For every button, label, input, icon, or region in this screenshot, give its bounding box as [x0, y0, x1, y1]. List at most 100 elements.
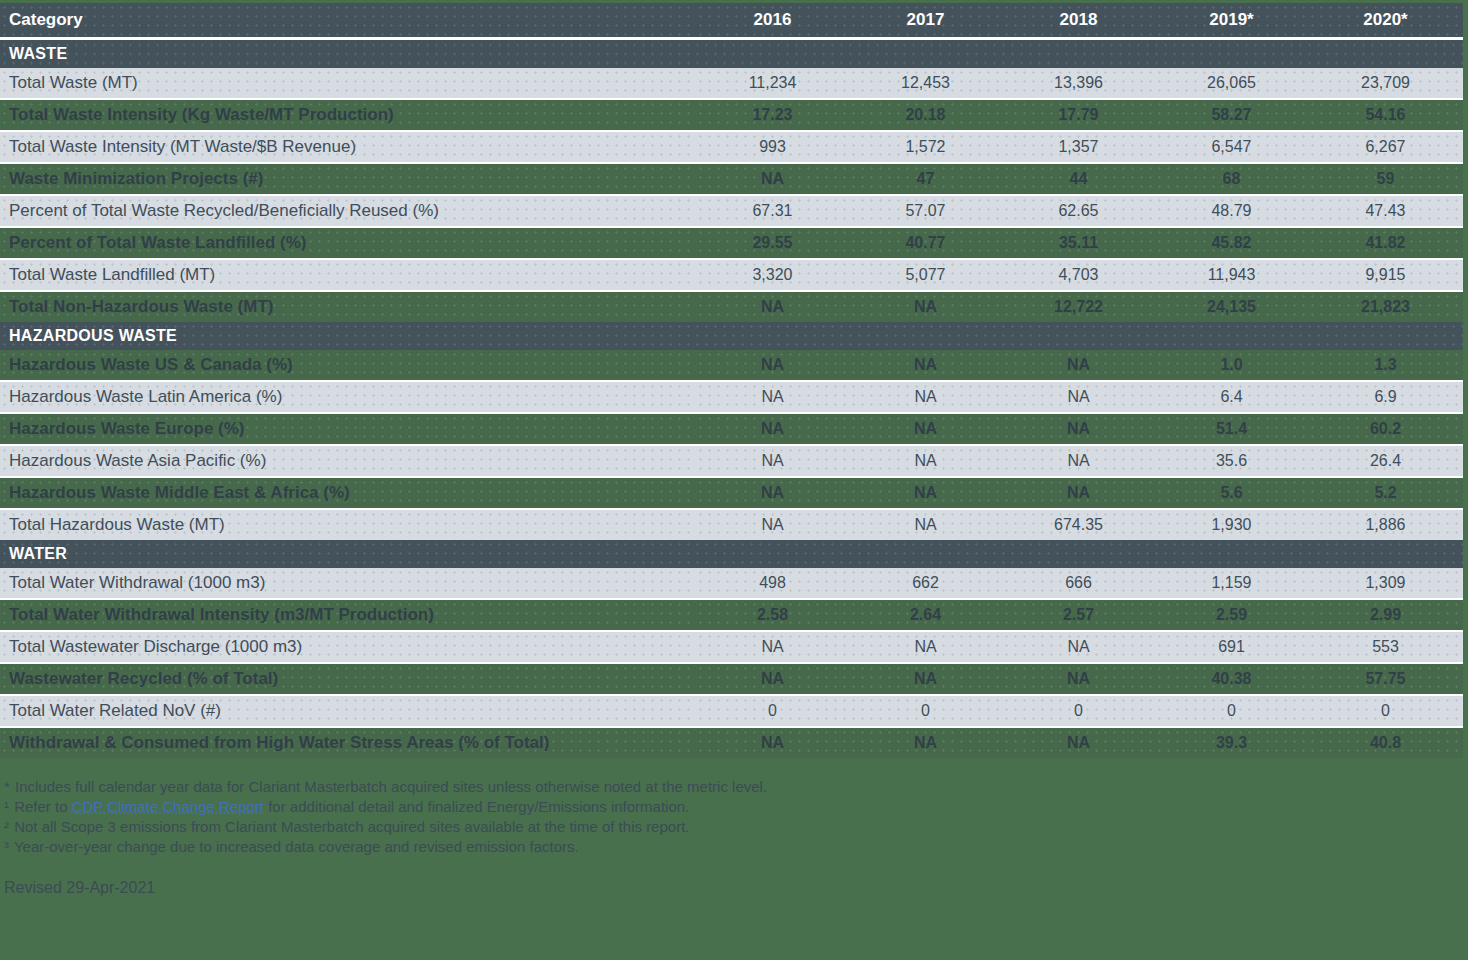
cell-value: NA — [696, 350, 849, 381]
cell-value: 44 — [1002, 163, 1155, 195]
cell-value: NA — [849, 350, 1002, 381]
row-label: Withdrawal & Consumed from High Water St… — [0, 727, 696, 758]
cell-value: 17.23 — [696, 99, 849, 131]
cell-value: 47 — [849, 163, 1002, 195]
table-row: Total Wastewater Discharge (1000 m3)NANA… — [0, 631, 1463, 663]
table-row: Hazardous Waste Europe (%)NANANA51.460.2 — [0, 413, 1463, 445]
cell-value: 47.43 — [1308, 195, 1463, 227]
cell-value: NA — [1002, 477, 1155, 509]
cell-value: 11,943 — [1155, 259, 1308, 291]
cell-value: 29.55 — [696, 227, 849, 259]
footnote-3: ³ Year-over-year change due to increased… — [4, 837, 1468, 857]
cell-value: 21,823 — [1308, 291, 1463, 322]
footnote-text: Year-over-year change due to increased d… — [14, 838, 579, 855]
cell-value: 11,234 — [696, 68, 849, 99]
cell-value: 2.59 — [1155, 599, 1308, 631]
footnote-asterisk: * Includes full calendar year data for C… — [4, 777, 1468, 797]
cell-value: 62.65 — [1002, 195, 1155, 227]
cell-value: NA — [849, 663, 1002, 695]
cell-value: NA — [849, 727, 1002, 758]
cell-value: 58.27 — [1155, 99, 1308, 131]
cell-value: 1,357 — [1002, 131, 1155, 163]
row-label: Total Non-Hazardous Waste (MT) — [0, 291, 696, 322]
cell-value: 666 — [1002, 568, 1155, 599]
cell-value: 0 — [1308, 695, 1463, 727]
cell-value: 0 — [1155, 695, 1308, 727]
cell-value: 1,159 — [1155, 568, 1308, 599]
footnote-2: ² Not all Scope 3 emissions from Clarian… — [4, 817, 1468, 837]
esg-metrics-page: Category 2016 2017 2018 2019* 2020* WAST… — [0, 0, 1468, 960]
cell-value: 993 — [696, 131, 849, 163]
row-label: Waste Minimization Projects (#) — [0, 163, 696, 195]
cell-value: 1,886 — [1308, 509, 1463, 540]
table-row: Total Waste (MT)11,23412,45313,39626,065… — [0, 68, 1463, 99]
column-header-2020: 2020* — [1308, 3, 1463, 39]
cdp-climate-change-report-link[interactable]: CDP Climate Change Report — [72, 798, 264, 815]
table-header-row: Category 2016 2017 2018 2019* 2020* — [0, 3, 1463, 39]
row-label: Total Water Related NoV (#) — [0, 695, 696, 727]
row-label: Hazardous Waste Europe (%) — [0, 413, 696, 445]
cell-value: NA — [1002, 631, 1155, 663]
cell-value: NA — [696, 509, 849, 540]
table-row: Total Waste Intensity (MT Waste/$B Reven… — [0, 131, 1463, 163]
cell-value: 48.79 — [1155, 195, 1308, 227]
cell-value: NA — [696, 727, 849, 758]
cell-value: 45.82 — [1155, 227, 1308, 259]
row-label: Hazardous Waste Asia Pacific (%) — [0, 445, 696, 477]
cell-value: 2.64 — [849, 599, 1002, 631]
cell-value: 2.57 — [1002, 599, 1155, 631]
cell-value: 0 — [849, 695, 1002, 727]
table-row: Wastewater Recycled (% of Total)NANANA40… — [0, 663, 1463, 695]
cell-value: 26.4 — [1308, 445, 1463, 477]
table-row: Percent of Total Waste Recycled/Benefici… — [0, 195, 1463, 227]
table-row: Hazardous Waste Middle East & Africa (%)… — [0, 477, 1463, 509]
table-row: Waste Minimization Projects (#)NA4744685… — [0, 163, 1463, 195]
cell-value: 674.35 — [1002, 509, 1155, 540]
cell-value: NA — [849, 413, 1002, 445]
section-header-waste: WASTE — [0, 39, 1463, 69]
column-header-2017: 2017 — [849, 3, 1002, 39]
cell-value: 6.9 — [1308, 381, 1463, 413]
cell-value: 35.6 — [1155, 445, 1308, 477]
footnote-text: Not all Scope 3 emissions from Clariant … — [14, 818, 689, 835]
cell-value: NA — [1002, 350, 1155, 381]
section-header-water: WATER — [0, 540, 1463, 568]
table-row: Hazardous Waste Asia Pacific (%)NANANA35… — [0, 445, 1463, 477]
cell-value: 5.2 — [1308, 477, 1463, 509]
cell-value: 40.38 — [1155, 663, 1308, 695]
cell-value: 6.4 — [1155, 381, 1308, 413]
cell-value: 662 — [849, 568, 1002, 599]
section-title: WASTE — [0, 39, 1463, 69]
cell-value: 57.07 — [849, 195, 1002, 227]
cell-value: NA — [849, 445, 1002, 477]
row-label: Hazardous Waste Latin America (%) — [0, 381, 696, 413]
cell-value: 41.82 — [1308, 227, 1463, 259]
cell-value: 2.58 — [696, 599, 849, 631]
section-title: HAZARDOUS WASTE — [0, 322, 1463, 350]
cell-value: 24,135 — [1155, 291, 1308, 322]
cell-value: 1.3 — [1308, 350, 1463, 381]
table-row: Total Waste Intensity (Kg Waste/MT Produ… — [0, 99, 1463, 131]
cell-value: NA — [696, 381, 849, 413]
cell-value: 1,309 — [1308, 568, 1463, 599]
cell-value: 5.6 — [1155, 477, 1308, 509]
cell-value: 23,709 — [1308, 68, 1463, 99]
footnote-marker: * — [4, 778, 10, 795]
cell-value: 6,267 — [1308, 131, 1463, 163]
cell-value: 51.4 — [1155, 413, 1308, 445]
cell-value: 691 — [1155, 631, 1308, 663]
cell-value: 39.3 — [1155, 727, 1308, 758]
cell-value: NA — [849, 509, 1002, 540]
footnote-marker: ² — [4, 818, 9, 835]
cell-value: NA — [1002, 413, 1155, 445]
cell-value: NA — [696, 631, 849, 663]
cell-value: 0 — [1002, 695, 1155, 727]
cell-value: 0 — [696, 695, 849, 727]
cell-value: NA — [696, 663, 849, 695]
cell-value: NA — [1002, 663, 1155, 695]
cell-value: NA — [696, 163, 849, 195]
footnote-marker: ¹ — [4, 798, 9, 815]
cell-value: NA — [849, 291, 1002, 322]
cell-value: 1,572 — [849, 131, 1002, 163]
cell-value: NA — [1002, 727, 1155, 758]
